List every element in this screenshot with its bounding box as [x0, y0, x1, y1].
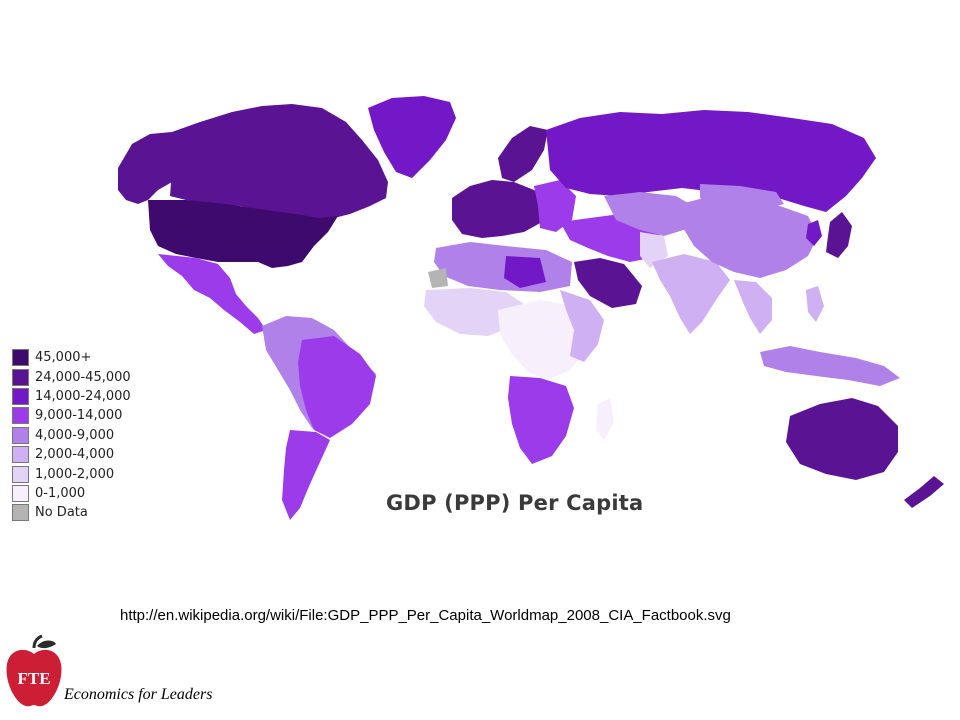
region-arabia [574, 258, 642, 308]
legend-label: 24,000-45,000 [35, 369, 131, 385]
region-southeast-asia [734, 280, 772, 334]
legend-row: 2,000-4,000 [12, 445, 131, 464]
region-north-africa [434, 242, 572, 292]
region-scandinavia [498, 126, 548, 182]
region-usa [148, 200, 338, 268]
legend-row: 14,000-24,000 [12, 387, 131, 406]
region-western-europe [452, 180, 548, 238]
region-mongolia [700, 184, 784, 210]
region-canada [170, 104, 388, 220]
legend-swatch [12, 368, 29, 386]
legend-swatch [12, 426, 29, 444]
legend-swatch [12, 387, 29, 405]
legend-swatch [12, 446, 29, 464]
legend-row: 4,000-9,000 [12, 426, 131, 445]
tagline: Economics for Leaders [64, 686, 213, 703]
legend-swatch [12, 465, 29, 483]
legend-label: No Data [35, 505, 88, 521]
region-east-africa [560, 290, 604, 362]
legend-label: 9,000-14,000 [35, 408, 123, 424]
apple-leaf-icon [37, 640, 56, 649]
legend-swatch [12, 349, 29, 367]
legend-label: 45,000+ [35, 350, 92, 366]
map-legend: 45,000+ 24,000-45,000 14,000-24,000 9,00… [12, 348, 131, 523]
legend-label: 0-1,000 [35, 485, 86, 501]
region-greenland [368, 96, 456, 178]
region-india [652, 254, 730, 334]
region-central-asia [604, 192, 700, 236]
legend-row: 0-1,000 [12, 484, 131, 503]
region-west-africa [424, 288, 524, 336]
apple-body-icon [6, 649, 62, 707]
region-libya [504, 256, 546, 288]
legend-label: 1,000-2,000 [35, 466, 115, 482]
legend-row: 24,000-45,000 [12, 367, 131, 386]
legend-swatch [12, 504, 29, 522]
region-central-africa [498, 300, 592, 380]
region-philippines [806, 286, 824, 322]
region-afghanistan [640, 232, 668, 268]
legend-label: 14,000-24,000 [35, 388, 131, 404]
legend-swatch [12, 484, 29, 502]
legend-row: 1,000-2,000 [12, 464, 131, 483]
region-japan [826, 212, 852, 258]
region-australia [786, 398, 898, 480]
legend-row: 9,000-14,000 [12, 406, 131, 425]
legend-label: 4,000-9,000 [35, 427, 115, 443]
legend-row: 45,000+ [12, 348, 131, 367]
logo-text: FTE [17, 669, 50, 688]
apple-stem-icon [32, 634, 43, 649]
legend-label: 2,000-4,000 [35, 447, 115, 463]
fte-apple-logo: FTE [6, 634, 62, 707]
region-western-sahara [428, 268, 448, 288]
legend-row: No Data [12, 503, 131, 522]
region-south-america-south [282, 430, 330, 520]
region-brazil [298, 336, 376, 438]
region-alaska [118, 132, 182, 204]
region-indonesia [760, 346, 900, 386]
region-china [680, 196, 818, 278]
region-madagascar [596, 398, 614, 440]
region-new-zealand [904, 476, 944, 508]
region-russia [546, 110, 876, 212]
region-eastern-europe [534, 180, 576, 232]
world-map [118, 96, 944, 520]
map-title: GDP (PPP) Per Capita [386, 491, 644, 515]
region-mexico [158, 254, 266, 334]
region-southern-africa [508, 376, 574, 464]
region-korea [806, 220, 822, 246]
legend-swatch [12, 407, 29, 425]
source-url-link[interactable]: http://en.wikipedia.org/wiki/File:GDP_PP… [120, 607, 731, 624]
